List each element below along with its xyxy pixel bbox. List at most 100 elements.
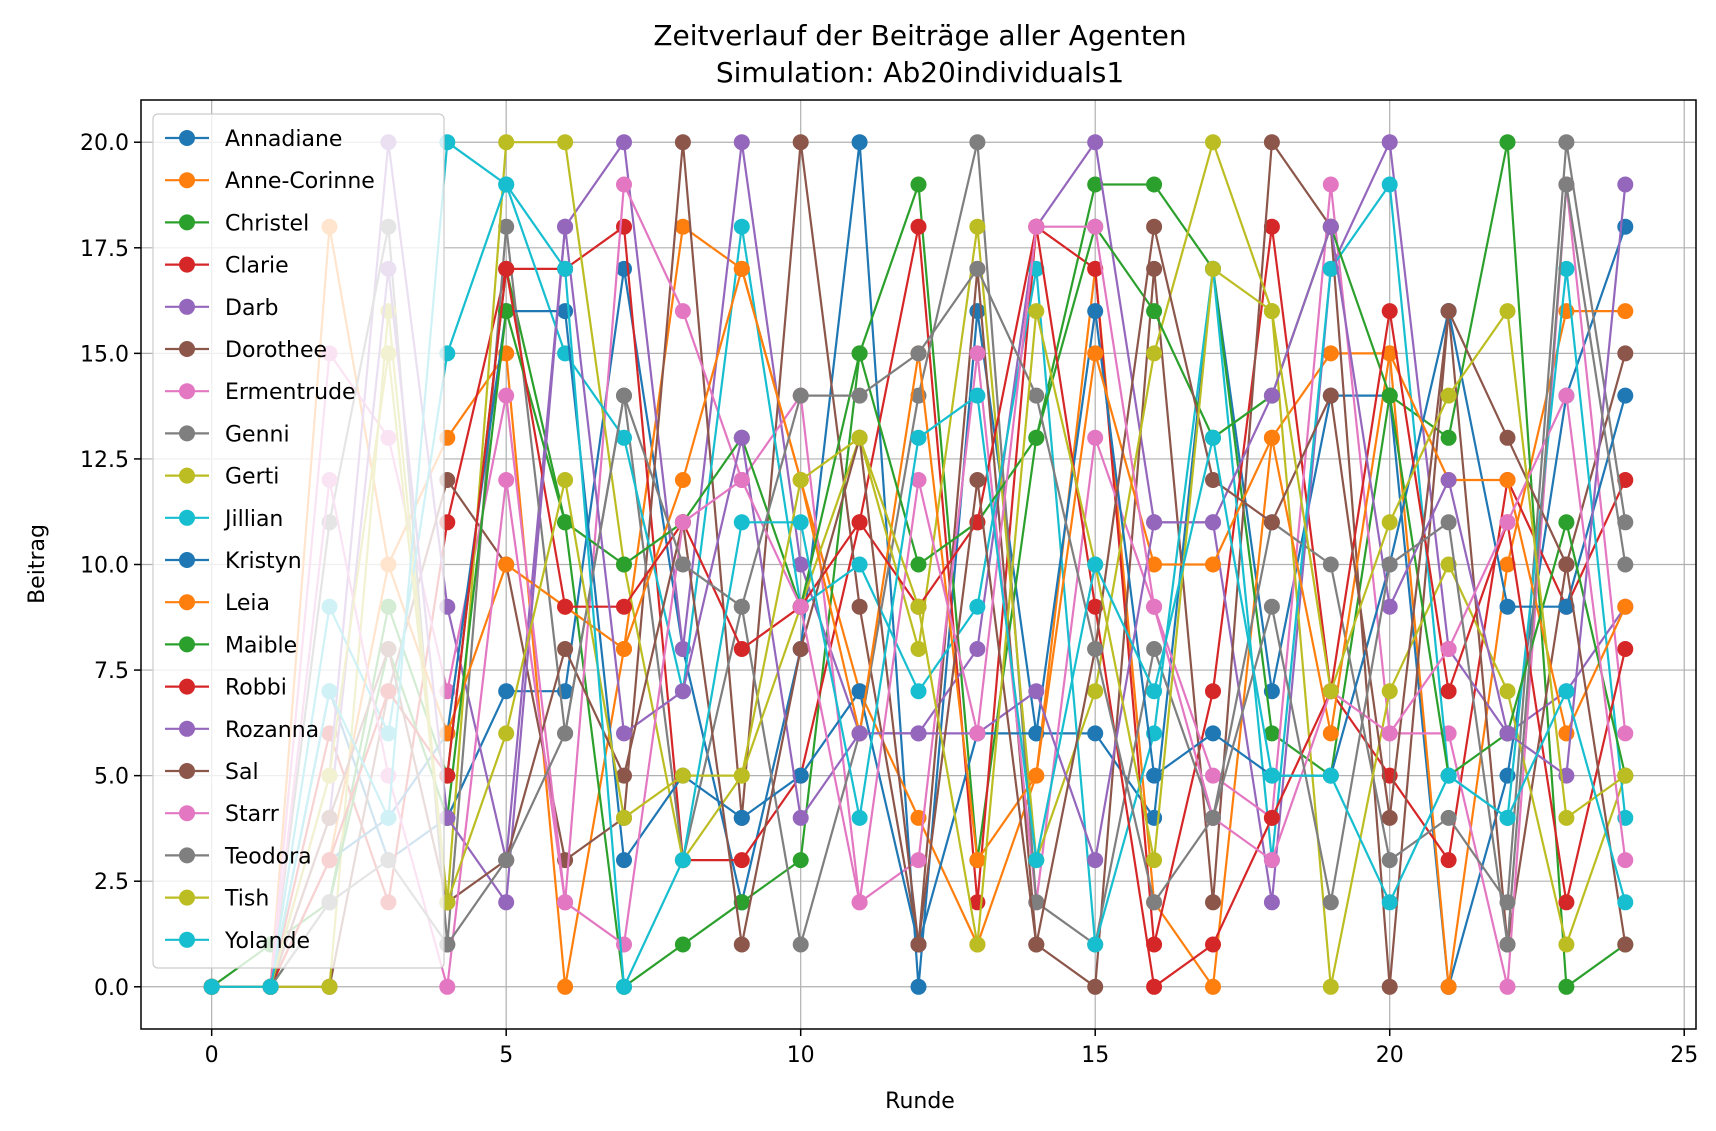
data-point (1263, 514, 1280, 531)
y-tick-label: 15.0 (80, 342, 129, 367)
data-point (1440, 683, 1457, 700)
data-point (1381, 809, 1398, 826)
data-point (733, 472, 750, 488)
data-point (1087, 936, 1104, 953)
data-point (1499, 683, 1516, 700)
data-point (1440, 852, 1457, 869)
series-yolande (203, 134, 1634, 995)
data-point (1381, 598, 1398, 615)
data-point (1263, 218, 1280, 235)
data-point (616, 218, 632, 235)
data-point (910, 598, 927, 615)
data-point (616, 641, 632, 657)
data-point (616, 936, 632, 953)
legend-marker (179, 931, 195, 948)
data-point (557, 598, 574, 615)
legend-label: Jillian (223, 507, 283, 532)
data-point (910, 725, 927, 742)
data-point (851, 725, 868, 742)
legend-marker (179, 467, 195, 484)
data-point (969, 303, 986, 320)
data-point (910, 218, 927, 235)
data-point (1087, 852, 1104, 869)
data-point (616, 598, 632, 615)
data-point (792, 852, 809, 869)
data-point (1558, 134, 1575, 151)
data-point (1440, 429, 1457, 446)
data-point (1381, 345, 1398, 362)
legend-item: Maible (165, 633, 297, 658)
data-point (203, 978, 220, 995)
data-point (1263, 303, 1280, 320)
data-point (792, 598, 809, 615)
x-tick-label: 15 (1081, 1043, 1109, 1068)
data-point (792, 767, 809, 784)
data-point (1440, 387, 1457, 404)
data-point (969, 725, 986, 742)
legend-label: Teodora (224, 844, 312, 869)
data-point (1263, 725, 1280, 742)
data-point (1087, 978, 1104, 995)
data-point (674, 472, 691, 488)
data-point (1558, 176, 1575, 193)
data-point (733, 429, 750, 446)
legend-marker (179, 509, 195, 526)
legend-item: Yolande (165, 929, 310, 954)
data-point (1499, 303, 1516, 320)
data-point (1087, 176, 1104, 193)
data-point (1205, 725, 1221, 742)
legend-marker (179, 172, 195, 189)
data-point (969, 345, 986, 362)
legend-item: Robbi (165, 676, 287, 701)
data-point (1263, 598, 1280, 615)
data-point (1263, 429, 1280, 446)
legend-label: Ermentrude (225, 380, 356, 405)
data-point (1322, 894, 1339, 911)
data-point (1205, 894, 1221, 911)
data-point (674, 218, 691, 235)
data-point (1087, 725, 1104, 742)
data-point (792, 514, 809, 531)
data-point (1205, 683, 1221, 700)
data-point (851, 556, 868, 573)
data-point (1205, 556, 1221, 573)
data-point (674, 556, 691, 573)
data-point (1440, 472, 1457, 488)
data-point (969, 387, 986, 404)
x-axis-label: Runde (885, 1089, 955, 1114)
legend-item: Genni (165, 422, 290, 447)
y-axis-ticks: 0.0 2.5 5.0 7.5 10.0 12.5 15.0 17.5 20.0 (80, 131, 141, 1001)
data-point (1087, 556, 1104, 573)
data-point (733, 767, 750, 784)
data-point (851, 514, 868, 531)
data-point (262, 978, 279, 995)
data-point (616, 176, 632, 193)
legend-marker (179, 214, 195, 231)
data-point (674, 134, 691, 151)
data-point (1499, 725, 1516, 742)
legend-label: Tish (224, 887, 269, 912)
data-point (910, 176, 927, 193)
y-tick-label: 12.5 (80, 448, 129, 473)
data-point (1205, 936, 1221, 953)
data-point (1146, 683, 1163, 700)
data-point (1028, 725, 1045, 742)
legend-label: Starr (225, 802, 280, 827)
data-point (733, 641, 750, 657)
data-point (1617, 852, 1634, 869)
legend: Annadiane Anne-Corinne Christel Clarie Darb D… (152, 113, 445, 969)
data-point (439, 978, 456, 995)
data-point (674, 514, 691, 531)
legend-label: Sal (225, 760, 259, 785)
data-point (969, 598, 986, 615)
legend-item: Darb (165, 296, 278, 321)
data-point (1146, 598, 1163, 615)
legend-marker (179, 805, 195, 822)
data-point (616, 725, 632, 742)
data-point (1617, 176, 1634, 193)
data-point (910, 978, 927, 995)
data-point (1263, 852, 1280, 869)
data-point (1322, 176, 1339, 193)
y-tick-label: 5.0 (94, 765, 129, 790)
